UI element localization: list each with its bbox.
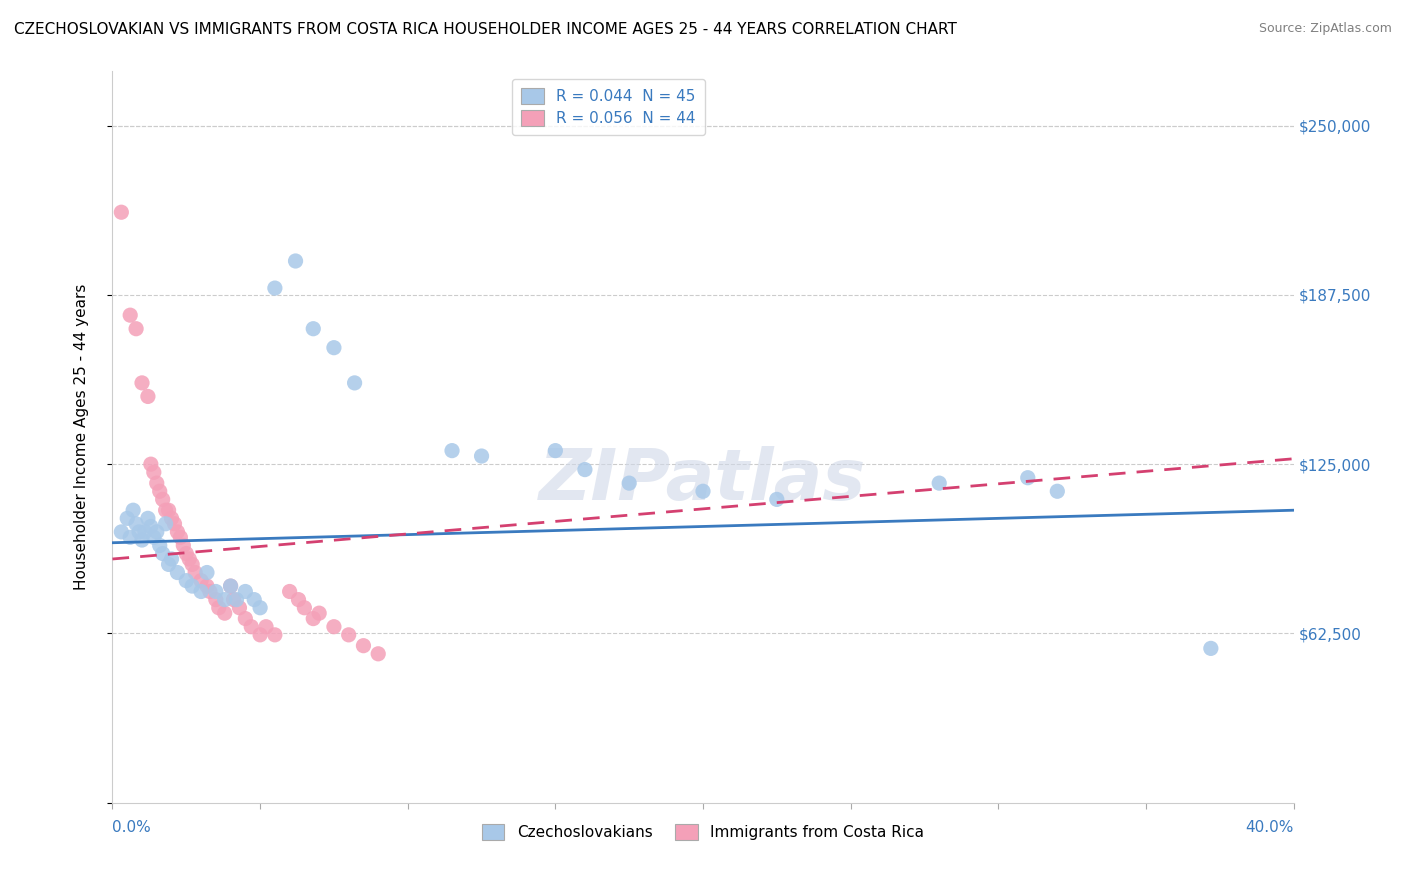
Point [110,524,132,539]
Legend: Czechoslovakians, Immigrants from Costa Rica: Czechoslovakians, Immigrants from Costa … [475,818,931,847]
Point [149,484,172,499]
Point [181,558,204,572]
Point [287,592,309,607]
Point [166,566,188,580]
Y-axis label: Householder Income Ages 25 - 44 years: Householder Income Ages 25 - 44 years [75,284,89,591]
Point [149,538,172,552]
Point [208,600,231,615]
Point [264,281,287,295]
Point [142,465,165,479]
Point [619,476,641,491]
Point [190,574,212,588]
Point [120,530,142,544]
Point [240,620,263,634]
Point [254,620,277,634]
Text: Source: ZipAtlas.com: Source: ZipAtlas.com [1258,22,1392,36]
Point [125,516,148,531]
Point [1046,484,1069,499]
Text: ZIPatlas: ZIPatlas [540,447,866,516]
Point [134,524,156,539]
Point [264,628,287,642]
Point [249,628,271,642]
Point [766,492,789,507]
Point [323,620,346,634]
Text: 0.0%: 0.0% [112,820,152,835]
Text: 40.0%: 40.0% [1246,820,1294,835]
Point [142,530,165,544]
Point [157,558,180,572]
Point [166,524,188,539]
Point [195,566,218,580]
Point [139,457,162,471]
Point [233,584,256,599]
Point [120,308,142,322]
Point [302,611,325,625]
Point [222,592,245,607]
Point [174,547,197,561]
Point [214,592,236,607]
Point [146,524,169,539]
Point [352,639,374,653]
Point [205,592,228,607]
Point [337,628,360,642]
Point [128,524,150,539]
Point [152,547,174,561]
Point [205,584,228,599]
Point [181,579,204,593]
Point [308,606,330,620]
Point [157,503,180,517]
Point [692,484,714,499]
Point [292,600,315,615]
Point [574,462,596,476]
Point [928,476,950,491]
Point [278,584,301,599]
Point [169,530,191,544]
Point [172,538,194,552]
Point [195,579,218,593]
Point [155,503,177,517]
Point [136,389,159,403]
Point [367,647,389,661]
Point [323,341,346,355]
Point [249,600,271,615]
Point [1199,641,1222,656]
Point [441,443,464,458]
Point [152,492,174,507]
Point [544,443,567,458]
Point [190,584,212,599]
Point [470,449,494,463]
Point [160,552,183,566]
Point [184,566,207,580]
Point [174,574,197,588]
Point [131,533,153,547]
Point [1017,471,1039,485]
Point [243,592,266,607]
Text: CZECHOSLOVAKIAN VS IMMIGRANTS FROM COSTA RICA HOUSEHOLDER INCOME AGES 25 - 44 YE: CZECHOSLOVAKIAN VS IMMIGRANTS FROM COSTA… [14,22,957,37]
Point [198,584,221,599]
Point [122,503,145,517]
Point [139,519,162,533]
Point [219,579,242,593]
Point [131,376,153,390]
Point [179,552,201,566]
Point [343,376,366,390]
Point [219,579,242,593]
Point [233,611,256,625]
Point [125,322,148,336]
Point [117,511,138,525]
Point [160,511,183,525]
Point [110,205,132,219]
Point [163,516,186,531]
Point [228,600,250,615]
Point [136,511,159,525]
Point [225,592,247,607]
Point [155,516,177,531]
Point [146,476,169,491]
Point [284,254,307,268]
Point [214,606,236,620]
Point [302,322,325,336]
